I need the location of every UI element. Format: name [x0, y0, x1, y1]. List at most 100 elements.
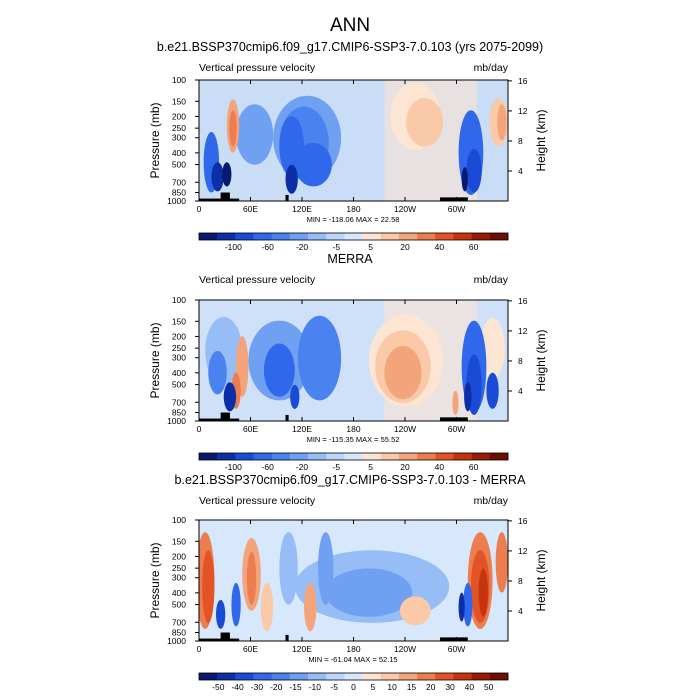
colorbar-label: -40 — [231, 682, 244, 692]
topography-mask — [285, 194, 289, 201]
colorbar-swatch — [344, 673, 363, 680]
colorbar-label: -100 — [225, 462, 242, 472]
colorbar-swatch — [308, 233, 327, 240]
contour-blob — [466, 148, 482, 193]
contour-blob — [464, 382, 472, 412]
colorbar-swatch — [271, 453, 291, 460]
colorbar-swatch — [253, 673, 273, 680]
contour-blob — [285, 164, 298, 194]
y-tick-label: 250 — [172, 343, 186, 353]
y-tick-label: 200 — [172, 111, 186, 121]
y-tick-label: 1000 — [167, 196, 186, 206]
x-tick-label: 120W — [394, 644, 416, 654]
colorbar-label: 10 — [387, 682, 397, 692]
y-tick-label: 700 — [172, 397, 186, 407]
y-axis-label: Pressure (mb) — [148, 322, 162, 398]
x-tick-label: 0 — [197, 424, 202, 434]
colorbar-label: 5 — [368, 462, 373, 472]
y-tick-right-label: 12 — [518, 106, 528, 116]
variable-label: Vertical pressure velocity — [199, 62, 316, 74]
colorbar-label: -20 — [296, 462, 309, 472]
colorbar-swatch — [253, 233, 273, 240]
x-tick-label: 120E — [292, 644, 312, 654]
colorbar-swatch — [289, 233, 309, 240]
colorbar-swatch — [235, 673, 254, 680]
colorbar-label: 40 — [435, 462, 445, 472]
contour-blob — [325, 568, 413, 617]
colorbar-label: -100 — [225, 242, 242, 252]
y-tick-label: 400 — [172, 588, 186, 598]
colorbar-swatch — [362, 453, 382, 460]
y-tick-label: 500 — [172, 600, 186, 610]
colorbar-label: -20 — [296, 242, 309, 252]
contour-blob — [223, 382, 237, 412]
y-axis-label: Pressure (mb) — [148, 102, 162, 178]
x-tick-label: 60E — [243, 424, 258, 434]
colorbar-swatch — [471, 233, 491, 240]
units-label: mb/day — [474, 495, 509, 507]
colorbar-swatch — [471, 453, 491, 460]
contour-blob — [231, 582, 241, 627]
contour-blob — [317, 532, 334, 605]
colorbar-label: -50 — [212, 682, 225, 692]
colorbar-label: 40 — [435, 242, 445, 252]
y-axis-label: Pressure (mb) — [148, 542, 162, 618]
min-max-stats: MIN = -115.35 MAX = 55.52 — [307, 435, 400, 444]
colorbar-swatch — [271, 233, 291, 240]
colorbar-swatch — [344, 453, 363, 460]
colorbar-swatch — [289, 673, 309, 680]
colorbar-label: 20 — [400, 242, 410, 252]
contour-blob — [222, 162, 232, 187]
x-tick-label: 60W — [448, 424, 465, 434]
colorbar-swatch — [235, 233, 254, 240]
y-tick-label: 100 — [172, 515, 186, 525]
x-tick-label: 60E — [243, 204, 258, 214]
panel-2: MERRA Vertical pressure velocity mb/day 0 60… — [148, 252, 548, 472]
y-tick-right-label: 12 — [518, 546, 528, 556]
y-tick-label: 200 — [172, 551, 186, 561]
contour-blob — [229, 110, 237, 147]
topography-mask — [220, 192, 230, 201]
colorbar-label: -5 — [333, 462, 341, 472]
colorbar-swatch — [326, 673, 345, 680]
colorbar-frame — [198, 232, 509, 241]
topography-mask — [199, 638, 240, 641]
y-tick-label: 1000 — [167, 416, 186, 426]
contour-blob — [497, 104, 507, 141]
colorbar-label: -30 — [251, 682, 264, 692]
page-title: ANN — [330, 15, 370, 36]
colorbar-swatch — [253, 453, 273, 460]
colorbar-label: -10 — [309, 682, 322, 692]
topography-mask — [199, 198, 240, 201]
topography-mask — [220, 632, 230, 641]
x-tick-label: 120E — [292, 424, 312, 434]
colorbar-swatch — [380, 233, 400, 240]
colorbar-swatch — [453, 453, 472, 460]
colorbar-swatch — [471, 673, 491, 680]
contour-blob — [458, 592, 465, 622]
colorbar-swatch — [380, 673, 400, 680]
contour-blob — [461, 167, 468, 192]
y-tick-label: 500 — [172, 380, 186, 390]
contour-field — [199, 520, 508, 641]
colorbar-label: -20 — [270, 682, 283, 692]
x-tick-label: 0 — [197, 644, 202, 654]
x-tick-label: 180 — [346, 424, 360, 434]
topography-mask — [220, 412, 230, 421]
colorbar-swatch — [217, 673, 236, 680]
colorbar-label: 5 — [368, 242, 373, 252]
y-tick-label: 850 — [172, 187, 186, 197]
colorbar-frame — [198, 452, 509, 461]
colorbar-label: 15 — [407, 682, 417, 692]
y-tick-label: 100 — [172, 75, 186, 85]
y-tick-label: 700 — [172, 617, 186, 627]
y-tick-label: 300 — [172, 133, 186, 143]
colorbar-label: 20 — [400, 462, 410, 472]
y-tick-right-label: 16 — [518, 516, 528, 526]
y-tick-right-label: 12 — [518, 326, 528, 336]
contour-blob — [290, 384, 300, 409]
colorbar-label: -15 — [289, 682, 302, 692]
colorbar-swatch — [453, 673, 472, 680]
x-tick-label: 120E — [292, 204, 312, 214]
colorbar-swatch — [362, 233, 382, 240]
